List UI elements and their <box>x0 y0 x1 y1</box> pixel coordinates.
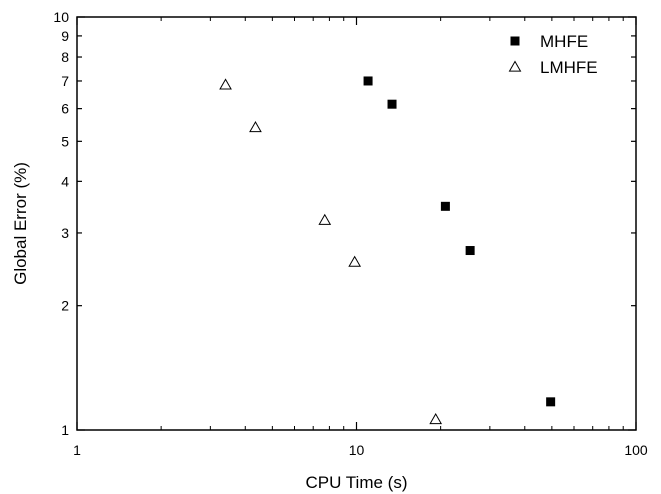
mhfe-legend-marker <box>510 36 520 46</box>
y-tick-label: 5 <box>61 133 69 149</box>
x-axis-title: CPU Time (s) <box>306 473 408 492</box>
legend: MHFE LMHFE <box>508 32 598 77</box>
y-axis-ticks: 1 2 3 4 5 6 7 8 9 10 <box>53 9 636 438</box>
y-tick-label: 6 <box>61 101 69 117</box>
data-points <box>219 76 556 425</box>
lmhfe-legend-label: LMHFE <box>540 58 598 77</box>
x-tick-label: 10 <box>349 442 365 458</box>
lmhfe-point <box>429 413 443 425</box>
mhfe-legend-label: MHFE <box>540 32 588 51</box>
y-axis-title: Global Error (%) <box>11 162 30 285</box>
x-axis-ticks: 1 10 100 <box>73 17 648 458</box>
y-tick-label: 7 <box>61 73 69 89</box>
lmhfe-point <box>348 255 362 267</box>
y-tick-label: 9 <box>61 28 69 44</box>
mhfe-point <box>465 246 475 256</box>
plot-frame <box>76 16 637 431</box>
lmhfe-point <box>318 213 332 225</box>
y-tick-label: 8 <box>61 49 69 65</box>
mhfe-point <box>387 99 397 109</box>
mhfe-point <box>546 397 556 407</box>
y-tick-label: 4 <box>61 173 69 189</box>
y-tick-label: 3 <box>61 225 69 241</box>
mhfe-point <box>363 76 373 86</box>
y-tick-label: 2 <box>61 298 69 314</box>
x-tick-label: 1 <box>73 442 81 458</box>
lmhfe-point <box>249 121 262 133</box>
lmhfe-legend-marker <box>508 60 522 72</box>
y-tick-label: 10 <box>53 9 69 25</box>
mhfe-point <box>440 201 450 211</box>
lmhfe-point <box>219 78 232 90</box>
x-tick-label: 100 <box>624 442 648 458</box>
y-tick-label: 1 <box>61 422 69 438</box>
